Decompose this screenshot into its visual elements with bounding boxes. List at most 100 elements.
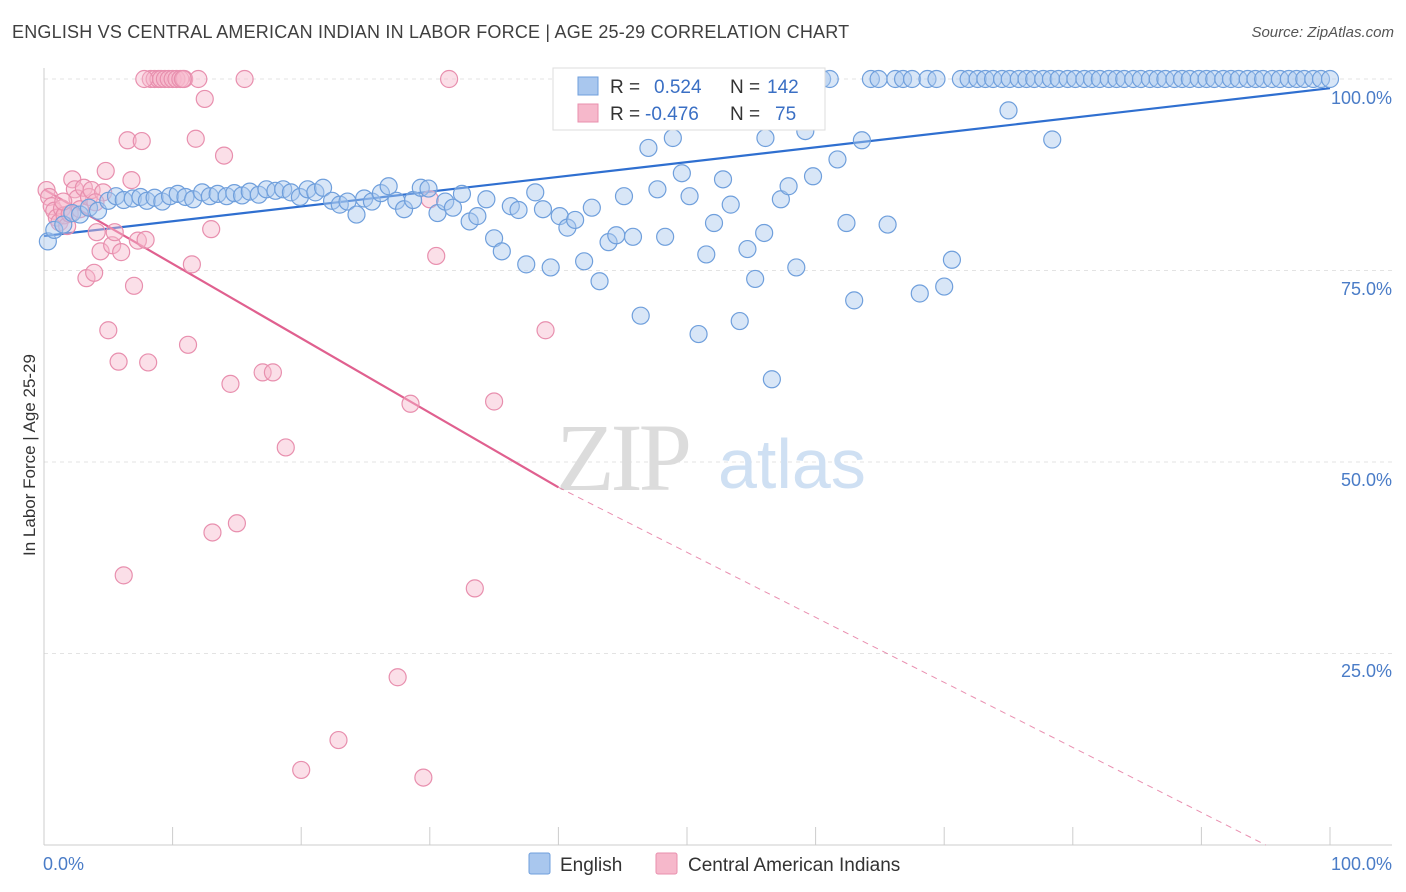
point-central-american-indians <box>202 220 221 239</box>
point-central-american-indians <box>235 69 254 89</box>
point-english <box>878 215 897 234</box>
point-english <box>614 187 634 206</box>
stats-english-n-value: 142 <box>767 77 799 98</box>
point-central-american-indians <box>109 352 128 371</box>
point-english <box>533 200 553 219</box>
y-tick-label-100: 100.0% <box>1331 88 1392 108</box>
point-central-american-indians <box>203 523 222 542</box>
point-english <box>1214 69 1233 89</box>
point-english <box>38 232 57 251</box>
y-tick-label-25: 25.0% <box>1341 661 1392 681</box>
legend-label-english: English <box>560 855 622 876</box>
point-central-american-indians <box>221 374 240 393</box>
point-english <box>803 167 823 186</box>
series-central-american-indians <box>37 69 555 787</box>
point-english <box>590 272 609 291</box>
point-central-american-indians <box>414 768 433 787</box>
point-english <box>411 178 430 197</box>
point-english <box>852 131 871 150</box>
watermark: ZIP atlas <box>556 404 866 511</box>
point-central-american-indians <box>536 321 555 340</box>
point-central-american-indians <box>128 231 147 250</box>
point-english <box>541 258 560 277</box>
y-tick-label-75: 75.0% <box>1341 279 1392 299</box>
point-english <box>755 223 774 243</box>
point-english <box>1140 69 1160 89</box>
point-central-american-indians <box>292 760 311 780</box>
point-english <box>968 69 987 89</box>
point-english <box>697 245 716 264</box>
stats-box: R = 0.524 N = 142 R = -0.476 N = 75 <box>552 67 826 131</box>
point-english <box>1034 69 1053 89</box>
point-english <box>730 311 749 331</box>
point-english <box>656 227 675 246</box>
point-english <box>492 242 511 261</box>
point-english <box>837 213 856 233</box>
point-english <box>477 190 496 209</box>
stats-swatch-english <box>577 76 599 96</box>
point-central-american-indians <box>132 131 151 151</box>
point-english <box>558 218 577 237</box>
point-central-american-indians <box>186 129 205 148</box>
point-english <box>902 69 922 89</box>
gridlines <box>44 78 1392 654</box>
point-english <box>379 177 398 196</box>
point-english <box>1279 69 1298 89</box>
point-english <box>509 200 528 220</box>
point-central-american-indians <box>136 230 155 249</box>
point-english <box>672 164 691 183</box>
point-english <box>1320 69 1340 89</box>
point-english <box>680 187 699 206</box>
point-central-american-indians <box>96 161 115 181</box>
point-english <box>1075 69 1094 89</box>
x-tick-label-100: 100.0% <box>1331 854 1392 874</box>
point-english <box>419 179 438 198</box>
point-english <box>582 198 601 217</box>
point-english <box>1009 69 1028 89</box>
point-english <box>648 180 667 199</box>
point-central-american-indians <box>439 69 459 89</box>
trend-line-central-american-indians-extension <box>558 486 1266 846</box>
point-central-american-indians <box>167 69 186 89</box>
point-english <box>639 138 658 158</box>
point-english <box>942 250 962 269</box>
point-english <box>721 195 740 214</box>
point-english <box>266 181 285 200</box>
point-english <box>910 284 929 303</box>
point-central-american-indians <box>118 131 137 150</box>
point-central-american-indians <box>465 579 484 598</box>
stats-cai-n-label: N = <box>730 104 760 125</box>
point-central-american-indians <box>124 276 144 295</box>
stats-swatch-central-american-indians <box>577 103 599 123</box>
legend-swatch-english <box>528 852 551 875</box>
point-english <box>713 170 733 189</box>
x-tick-label-0: 0.0% <box>43 854 84 874</box>
point-english <box>70 205 90 224</box>
stats-english-n-label: N = <box>730 77 760 98</box>
trend-line-english <box>43 87 1331 238</box>
point-english <box>517 255 536 274</box>
point-english <box>762 370 781 389</box>
point-english <box>468 207 487 226</box>
point-english <box>845 291 864 310</box>
point-central-american-indians <box>87 223 106 242</box>
point-english <box>313 178 333 197</box>
point-english <box>599 233 618 252</box>
point-english <box>63 203 82 223</box>
watermark-atlas: atlas <box>718 425 866 503</box>
point-english <box>631 306 650 325</box>
y-tick-label-50: 50.0% <box>1341 470 1392 490</box>
point-english <box>1043 130 1062 149</box>
point-central-american-indians <box>114 566 133 585</box>
point-central-american-indians <box>99 321 118 340</box>
point-central-american-indians <box>105 223 124 242</box>
point-english <box>123 189 142 208</box>
point-central-american-indians <box>173 69 192 89</box>
point-english <box>999 101 1018 120</box>
point-english <box>738 239 757 259</box>
point-english <box>1189 69 1208 89</box>
axes <box>43 68 1392 846</box>
point-central-american-indians <box>145 69 164 89</box>
point-english <box>746 269 765 289</box>
point-english <box>756 128 775 148</box>
